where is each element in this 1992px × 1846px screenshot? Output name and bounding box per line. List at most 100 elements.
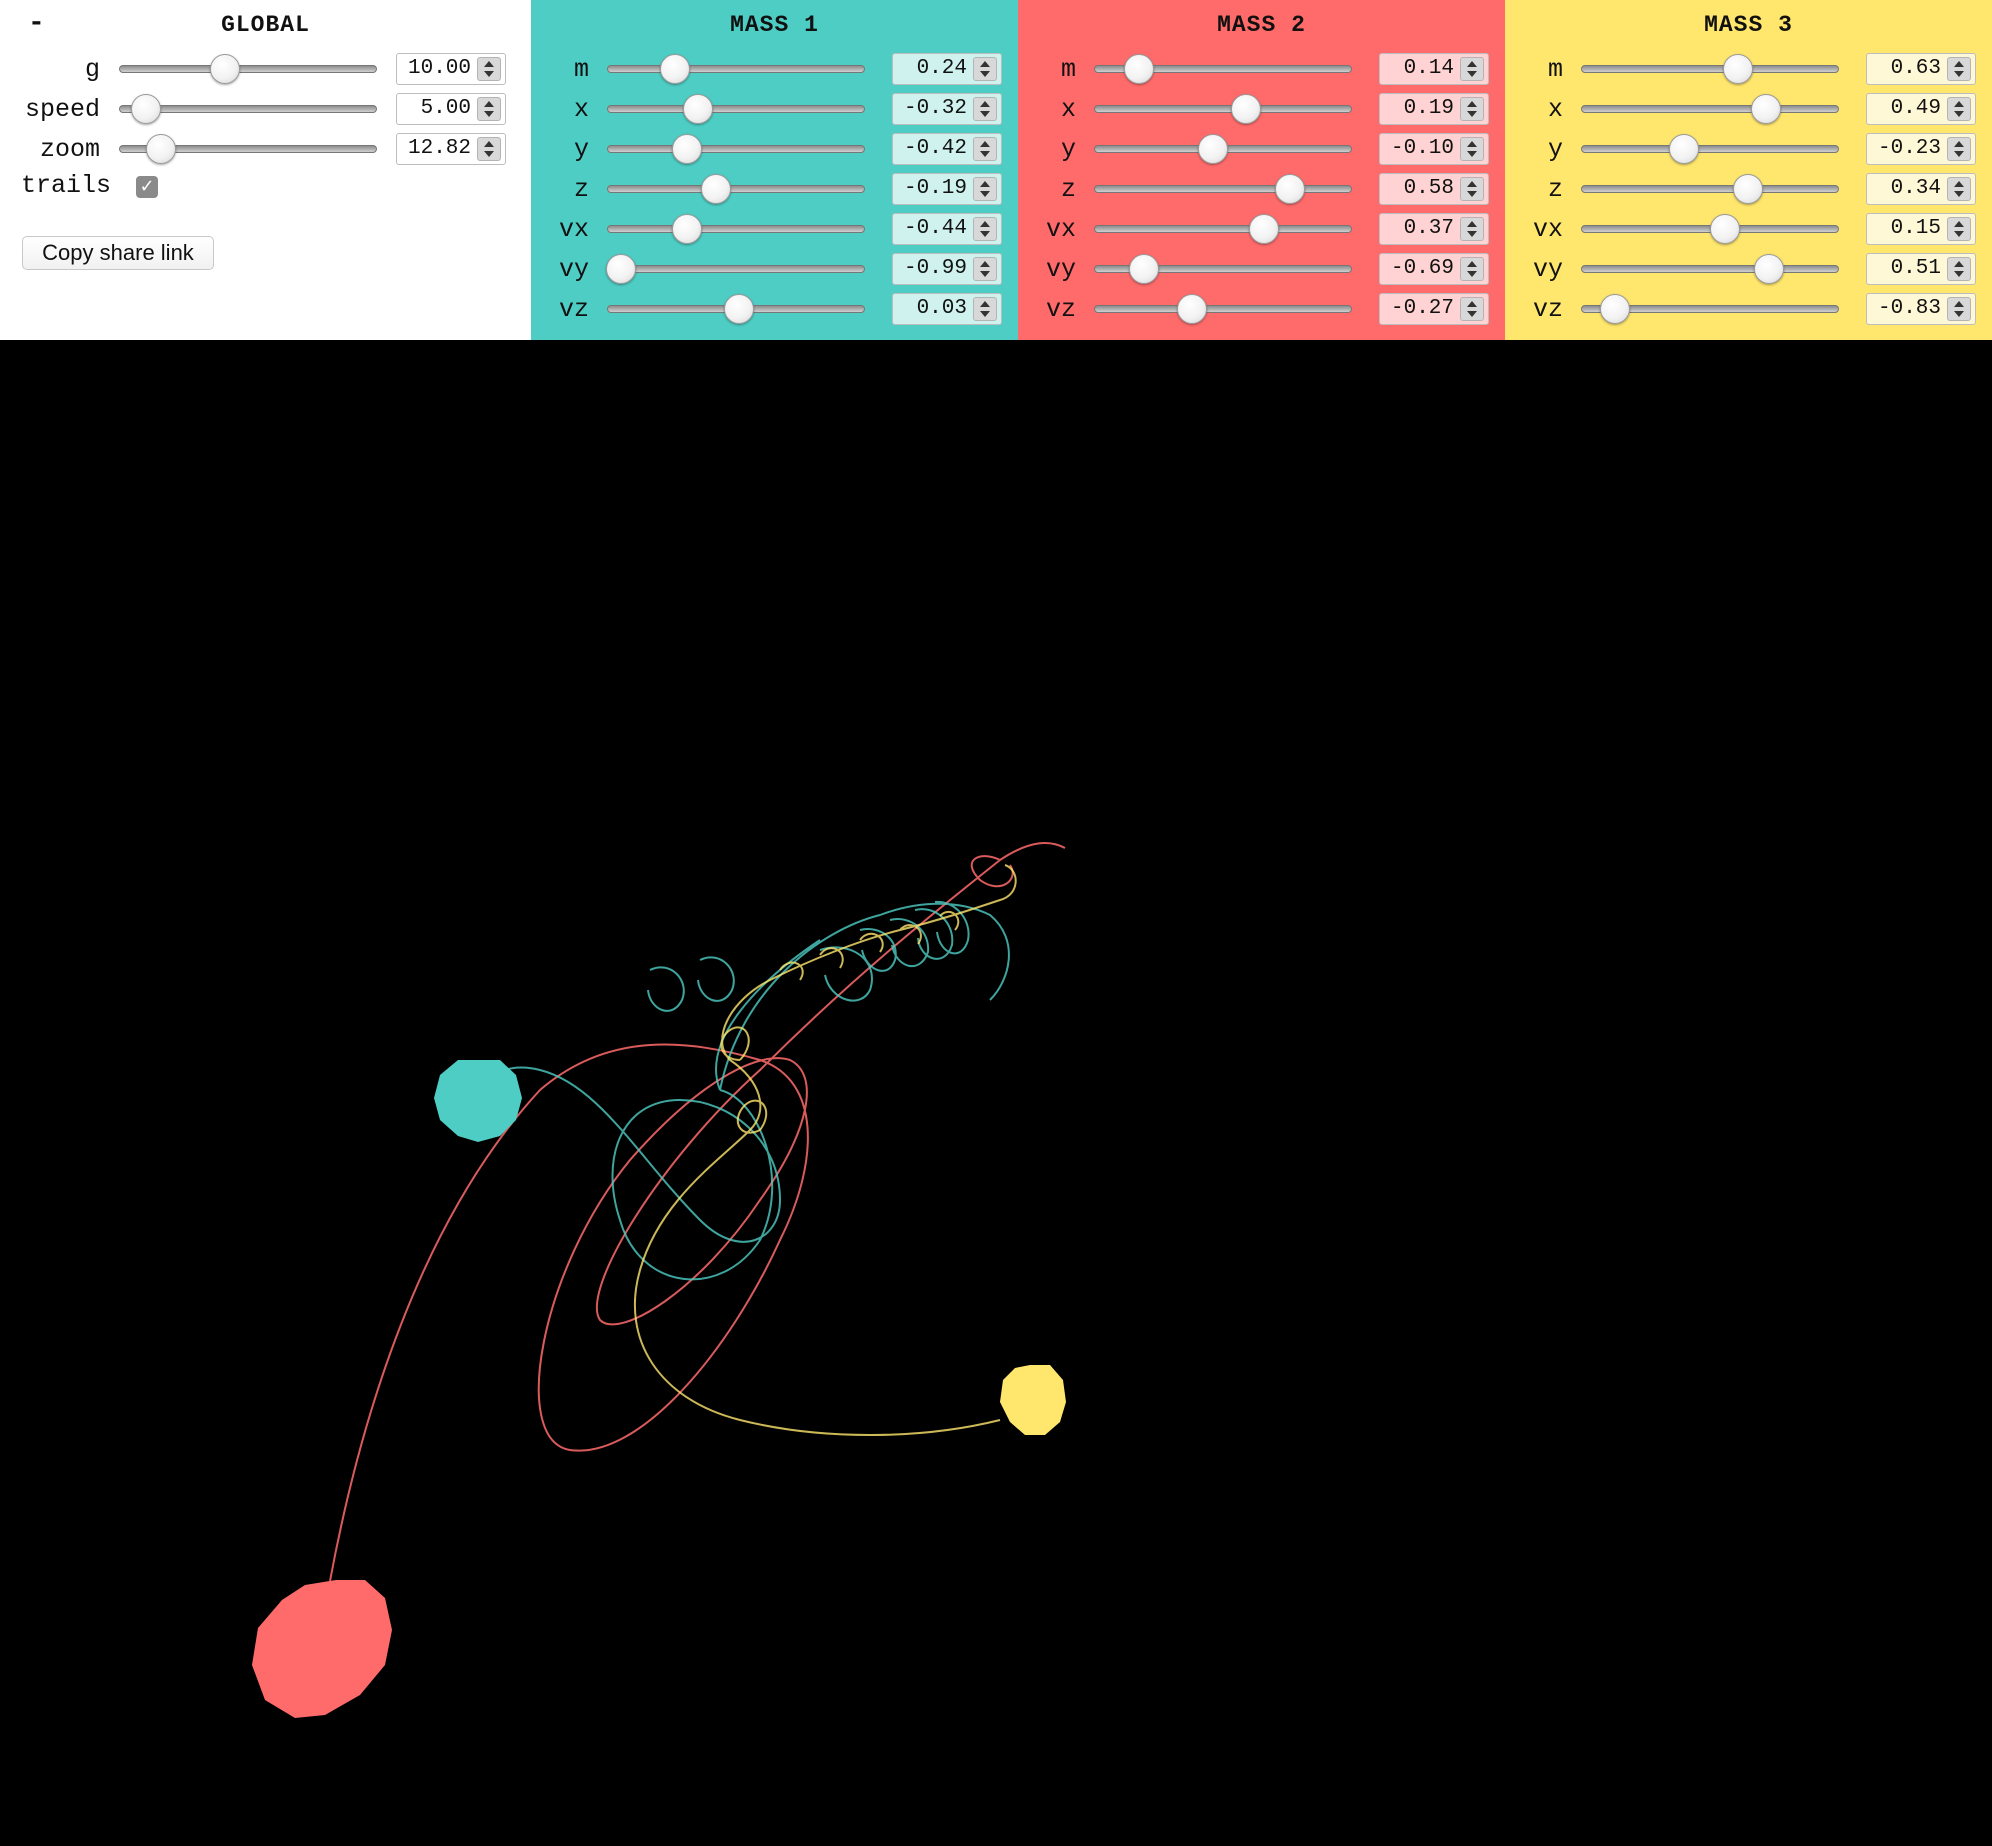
number-field-x[interactable]: 0.49 xyxy=(1866,93,1976,125)
spinner-icon[interactable] xyxy=(1947,137,1971,161)
slider-thumb[interactable] xyxy=(672,134,702,164)
slider-thumb[interactable] xyxy=(1177,294,1207,324)
slider-x[interactable] xyxy=(607,105,865,113)
slider-thumb[interactable] xyxy=(1723,54,1753,84)
slider-thumb[interactable] xyxy=(1751,94,1781,124)
slider-vy[interactable] xyxy=(1581,265,1839,273)
slider-g[interactable] xyxy=(119,65,377,73)
number-field-vz[interactable]: -0.27 xyxy=(1379,293,1489,325)
spinner-icon[interactable] xyxy=(1947,97,1971,121)
number-field-z[interactable]: 0.34 xyxy=(1866,173,1976,205)
slider-thumb[interactable] xyxy=(1669,134,1699,164)
number-field-vz[interactable]: 0.03 xyxy=(892,293,1002,325)
number-field-g[interactable]: 10.00 xyxy=(396,53,506,85)
slider-z[interactable] xyxy=(1094,185,1352,193)
slider-vz[interactable] xyxy=(1581,305,1839,313)
number-field-m[interactable]: 0.14 xyxy=(1379,53,1489,85)
slider-thumb[interactable] xyxy=(1124,54,1154,84)
number-field-vy[interactable]: -0.69 xyxy=(1379,253,1489,285)
slider-thumb[interactable] xyxy=(1249,214,1279,244)
spinner-icon[interactable] xyxy=(973,217,997,241)
slider-vx[interactable] xyxy=(1581,225,1839,233)
copy-share-link-button[interactable]: Copy share link xyxy=(22,236,214,270)
number-field-vx[interactable]: -0.44 xyxy=(892,213,1002,245)
slider-thumb[interactable] xyxy=(210,54,240,84)
slider-thumb[interactable] xyxy=(146,134,176,164)
slider-thumb[interactable] xyxy=(606,254,636,284)
slider-speed[interactable] xyxy=(119,105,377,113)
slider-thumb[interactable] xyxy=(683,94,713,124)
number-field-zoom[interactable]: 12.82 xyxy=(396,133,506,165)
slider-thumb[interactable] xyxy=(131,94,161,124)
simulation-canvas[interactable] xyxy=(0,340,1992,1846)
slider-z[interactable] xyxy=(1581,185,1839,193)
slider-vz[interactable] xyxy=(607,305,865,313)
spinner-icon[interactable] xyxy=(1460,177,1484,201)
slider-vy[interactable] xyxy=(607,265,865,273)
spinner-icon[interactable] xyxy=(477,97,501,121)
number-field-x[interactable]: -0.32 xyxy=(892,93,1002,125)
spinner-icon[interactable] xyxy=(1460,57,1484,81)
slider-thumb[interactable] xyxy=(1600,294,1630,324)
spinner-icon[interactable] xyxy=(477,57,501,81)
number-field-vx[interactable]: 0.15 xyxy=(1866,213,1976,245)
number-field-m[interactable]: 0.63 xyxy=(1866,53,1976,85)
slider-m[interactable] xyxy=(1094,65,1352,73)
slider-m[interactable] xyxy=(607,65,865,73)
spinner-icon[interactable] xyxy=(1947,297,1971,321)
number-field-y[interactable]: -0.10 xyxy=(1379,133,1489,165)
slider-m[interactable] xyxy=(1581,65,1839,73)
slider-thumb[interactable] xyxy=(1710,214,1740,244)
slider-thumb[interactable] xyxy=(1129,254,1159,284)
slider-thumb[interactable] xyxy=(672,214,702,244)
param-label-y: y xyxy=(1018,135,1076,164)
slider-thumb[interactable] xyxy=(1231,94,1261,124)
spinner-icon[interactable] xyxy=(1460,297,1484,321)
spinner-icon[interactable] xyxy=(1947,217,1971,241)
spinner-icon[interactable] xyxy=(1460,217,1484,241)
slider-y[interactable] xyxy=(1094,145,1352,153)
number-field-z[interactable]: -0.19 xyxy=(892,173,1002,205)
spinner-icon[interactable] xyxy=(477,137,501,161)
slider-y[interactable] xyxy=(607,145,865,153)
number-field-z[interactable]: 0.58 xyxy=(1379,173,1489,205)
slider-z[interactable] xyxy=(607,185,865,193)
spinner-icon[interactable] xyxy=(973,297,997,321)
spinner-icon[interactable] xyxy=(973,257,997,281)
slider-x[interactable] xyxy=(1581,105,1839,113)
spinner-icon[interactable] xyxy=(973,57,997,81)
number-field-x[interactable]: 0.19 xyxy=(1379,93,1489,125)
spinner-icon[interactable] xyxy=(1460,137,1484,161)
number-field-vy[interactable]: -0.99 xyxy=(892,253,1002,285)
slider-zoom[interactable] xyxy=(119,145,377,153)
slider-vy[interactable] xyxy=(1094,265,1352,273)
number-field-y[interactable]: -0.23 xyxy=(1866,133,1976,165)
spinner-icon[interactable] xyxy=(1460,257,1484,281)
spinner-icon[interactable] xyxy=(1460,97,1484,121)
spinner-icon[interactable] xyxy=(973,177,997,201)
slider-thumb[interactable] xyxy=(1754,254,1784,284)
spinner-icon[interactable] xyxy=(973,137,997,161)
slider-thumb[interactable] xyxy=(1275,174,1305,204)
number-field-speed[interactable]: 5.00 xyxy=(396,93,506,125)
slider-y[interactable] xyxy=(1581,145,1839,153)
slider-vz[interactable] xyxy=(1094,305,1352,313)
spinner-icon[interactable] xyxy=(1947,257,1971,281)
spinner-icon[interactable] xyxy=(973,97,997,121)
number-field-vx[interactable]: 0.37 xyxy=(1379,213,1489,245)
number-field-y[interactable]: -0.42 xyxy=(892,133,1002,165)
slider-thumb[interactable] xyxy=(1198,134,1228,164)
number-field-m[interactable]: 0.24 xyxy=(892,53,1002,85)
trails-checkbox[interactable]: ✓ xyxy=(136,176,158,198)
spinner-icon[interactable] xyxy=(1947,177,1971,201)
slider-vx[interactable] xyxy=(1094,225,1352,233)
number-field-vy[interactable]: 0.51 xyxy=(1866,253,1976,285)
slider-vx[interactable] xyxy=(607,225,865,233)
slider-thumb[interactable] xyxy=(701,174,731,204)
slider-thumb[interactable] xyxy=(724,294,754,324)
slider-thumb[interactable] xyxy=(660,54,690,84)
spinner-icon[interactable] xyxy=(1947,57,1971,81)
slider-thumb[interactable] xyxy=(1733,174,1763,204)
number-field-vz[interactable]: -0.83 xyxy=(1866,293,1976,325)
slider-x[interactable] xyxy=(1094,105,1352,113)
